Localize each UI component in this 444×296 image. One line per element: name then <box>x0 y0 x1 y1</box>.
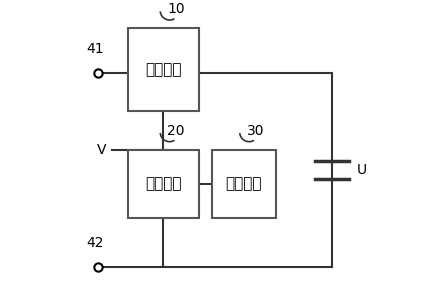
Bar <box>128 150 199 218</box>
Text: 42: 42 <box>87 236 104 250</box>
Bar <box>212 150 276 218</box>
Text: 10: 10 <box>167 2 185 16</box>
Text: U: U <box>357 163 367 177</box>
Text: 41: 41 <box>86 42 104 56</box>
Text: 30: 30 <box>247 124 265 138</box>
Text: 转换电路: 转换电路 <box>145 176 182 191</box>
Text: 控制电路: 控制电路 <box>226 176 262 191</box>
Text: 20: 20 <box>167 124 185 138</box>
Bar <box>128 28 199 111</box>
Text: 开关电路: 开关电路 <box>145 62 182 77</box>
Text: V: V <box>97 143 106 157</box>
